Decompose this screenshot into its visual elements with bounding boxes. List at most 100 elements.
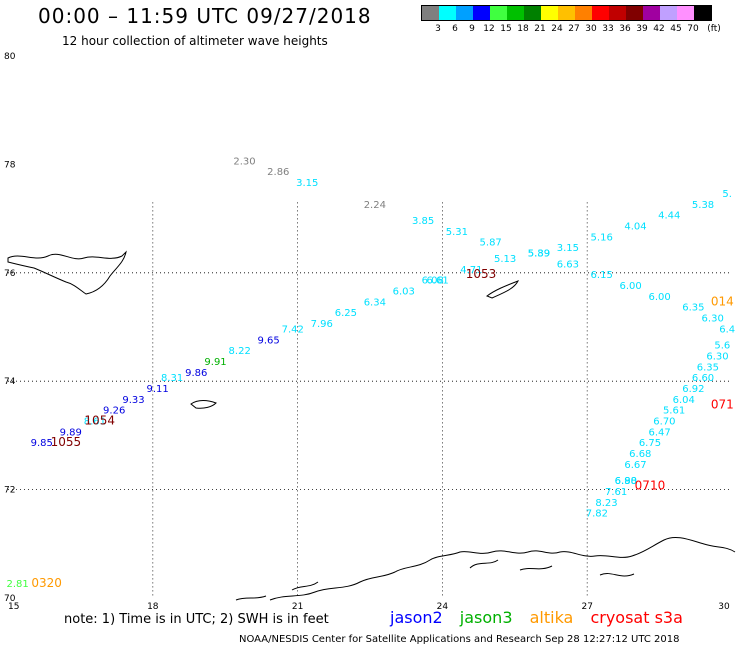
legend-tick-label: 15	[500, 24, 512, 34]
legend-swatch	[575, 6, 592, 20]
wave-height-label: 9.33	[122, 395, 144, 406]
wave-height-label: 6.60	[692, 373, 714, 384]
wave-height-label: 6.30	[702, 314, 724, 325]
footer-note: note: 1) Time is in UTC; 2) SWH is in fe…	[64, 612, 329, 627]
legend-swatch	[490, 6, 507, 20]
legend-tick-label: 30	[585, 24, 597, 34]
wave-height-label: 6.67	[624, 460, 646, 471]
lat-tick-label: 72	[4, 486, 15, 496]
legend-swatch	[558, 6, 575, 20]
pass-time-label: 0710	[635, 479, 666, 493]
satellite-cryosat-s3a: cryosat s3a	[590, 608, 683, 627]
wave-height-label: 7.96	[311, 319, 333, 330]
pass-time-label: 071	[711, 397, 734, 411]
wave-height-label: 6.00	[620, 281, 642, 292]
wave-height-label: 9.85	[31, 438, 53, 449]
wave-height-label: 6.30	[706, 352, 728, 363]
lat-tick-label: 78	[4, 160, 16, 170]
legend-tick-label: 6	[452, 24, 458, 34]
legend-swatch	[524, 6, 541, 20]
hopen-coast	[485, 280, 520, 299]
wave-height-label: 9.65	[258, 335, 280, 346]
wave-height-label: 6.92	[682, 384, 704, 395]
legend-tick-label: 33	[602, 24, 614, 34]
wave-height-label: 6.04	[673, 395, 695, 406]
wave-height-label: 5.39	[528, 249, 550, 260]
lat-lon-grid	[8, 202, 732, 598]
satellite-jason3: jason3	[459, 608, 513, 627]
wave-height-labels: 2.30 2.86 3.15 2.24 3.85 5.31 5.87 5.13 5.395.89…	[7, 156, 736, 590]
wave-height-label: 6.63	[557, 259, 579, 270]
legend-tick-label: 12	[483, 24, 495, 34]
legend-tick-label: 3	[435, 24, 441, 34]
wave-height-label: 6.47	[648, 427, 670, 438]
legend-swatch	[626, 6, 643, 20]
satellite-key: jason2 jason3 altika cryosat s3a	[390, 608, 695, 627]
pass-time-label: 014	[711, 294, 734, 308]
pass-time-label: 1055	[51, 435, 82, 449]
norway-coast	[269, 537, 736, 601]
wave-height-label: 6.75	[639, 438, 661, 449]
wave-height-label: 3.85	[412, 216, 434, 227]
legend-swatch	[677, 6, 694, 20]
lat-tick-label: 80	[4, 52, 16, 62]
norway-coast-inner	[235, 559, 635, 601]
legend-labels: 3 6 9 12 15 18 21 24 27 30 33 36 39 42 45 70 (ft)	[421, 24, 721, 36]
lat-tick-label: 76	[4, 269, 16, 279]
legend-swatch	[592, 6, 609, 20]
wave-height-label: 4.04	[624, 221, 646, 232]
wave-height-label: 2.24	[364, 200, 386, 211]
page-subtitle: 12 hour collection of altimeter wave hei…	[62, 34, 328, 48]
wave-height-label: 5.16	[591, 232, 613, 243]
legend-tick-label: 24	[551, 24, 563, 34]
wave-height-label: 5.87	[480, 238, 502, 249]
satellite-altika: altika	[529, 608, 574, 627]
wave-height-label: 5.38	[692, 200, 714, 211]
wave-height-label: 6.15	[591, 270, 613, 281]
legend-swatch	[473, 6, 490, 20]
wave-height-label: 7.42	[282, 324, 304, 335]
legend-swatch	[609, 6, 626, 20]
wave-height-label: 8.61	[84, 417, 106, 428]
wave-height-label: 6.90	[615, 476, 637, 487]
legend-swatches	[421, 5, 712, 21]
wave-height-label: 6.68	[629, 449, 651, 460]
lon-tick-label: 18	[147, 602, 159, 612]
wave-height-label: 2.30	[233, 156, 255, 167]
page-title: 00:00 – 11:59 UTC 09/27/2018	[38, 4, 372, 28]
wave-height-label: 5.31	[446, 227, 468, 238]
legend-swatch	[660, 6, 677, 20]
legend-swatch	[507, 6, 524, 20]
lon-tick-label: 24	[437, 602, 449, 612]
wave-height-label: 8.31	[161, 373, 183, 384]
legend-tick-label: 27	[568, 24, 580, 34]
bear-island-coast	[190, 400, 217, 409]
wave-height-label: 7.82	[586, 509, 608, 520]
legend-swatch	[643, 6, 660, 20]
legend-swatch	[456, 6, 473, 20]
axis-tick-labels: 15 18 21 24 27 30 80 78 76 74 72 70	[4, 52, 730, 612]
legend-tick-label: 45	[670, 24, 682, 34]
wave-height-label: 6.03	[393, 286, 415, 297]
wave-height-label: 5.	[722, 189, 732, 200]
legend-tick-label: 9	[469, 24, 475, 34]
wave-height-label: 9.11	[146, 384, 168, 395]
lat-tick-label: 70	[4, 594, 16, 604]
legend-swatch	[541, 6, 558, 20]
wave-height-label: 5.6	[714, 341, 730, 352]
wave-height-label: 6.4	[719, 324, 735, 335]
legend-swatch	[422, 6, 439, 20]
wave-height-label: 5.89	[528, 249, 550, 260]
pass-time-label: 1053	[466, 267, 497, 281]
wave-height-label: 9.91	[204, 357, 226, 368]
legend-swatch	[694, 6, 711, 20]
wave-height-label: 4.44	[658, 211, 680, 222]
wave-height-label: 7.61	[605, 487, 627, 498]
color-legend: 3 6 9 12 15 18 21 24 27 30 33 36 39 42 45 70 (ft)	[421, 5, 721, 36]
wave-height-label: 6.61	[426, 276, 448, 287]
legend-swatch	[439, 6, 456, 20]
lon-tick-label: 21	[292, 602, 303, 612]
wave-height-label: 6.25	[335, 308, 357, 319]
footer-credit: NOAA/NESDIS Center for Satellite Applica…	[239, 634, 680, 645]
